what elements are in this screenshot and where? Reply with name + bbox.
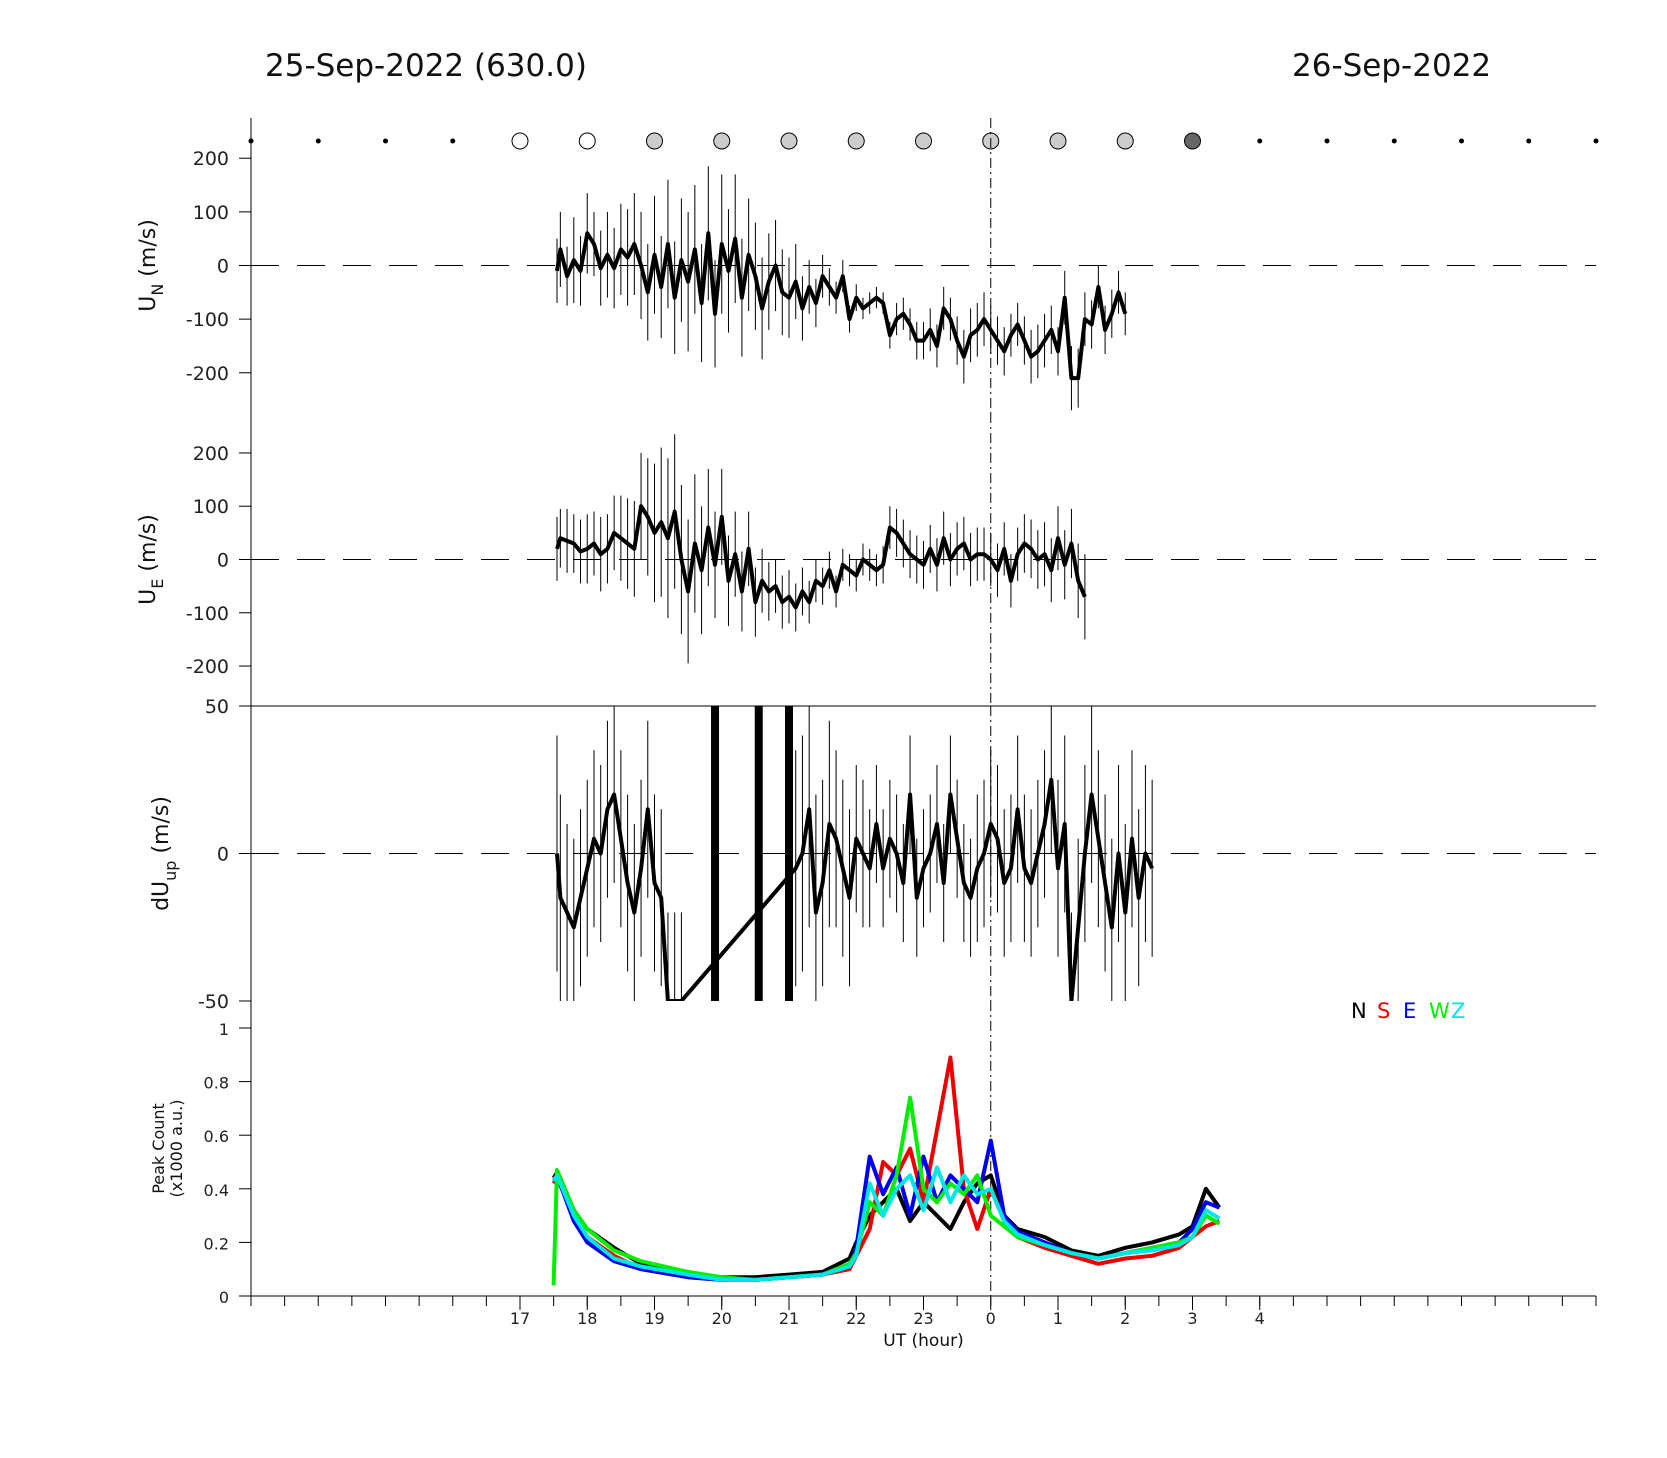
panel-pc: 1 0.8 0.6 0.4 0.2 0 Peak Count(x1000 a.u.) N S E W… [149,999,1596,1307]
legend-entry-S: S [1377,999,1390,1023]
sky-marker-circle [511,132,529,150]
x-tick-label: 4 [1255,1309,1265,1328]
sky-marker-dot [1526,138,1532,144]
sky-marker-circle [847,132,865,150]
y-axis-label: Peak Count(x1000 a.u.) [149,1100,186,1198]
x-tick-label: 2 [1120,1309,1130,1328]
y-tick-label: 0.2 [204,1234,229,1253]
data-gap-bar [711,706,720,1001]
series-line-dU_up [555,777,1154,1001]
y-tick-label: 0 [217,550,229,572]
panel-data [555,166,1128,411]
sky-marker-circle [1116,132,1134,150]
sky-marker-circle [578,132,596,150]
y-tick-label: 200 [193,148,229,170]
header-right-date: 26-Sep-2022 [1292,48,1491,84]
x-tick-label: 1 [1053,1309,1063,1328]
legend-entry-E: E [1403,999,1416,1023]
y-tick-label: 200 [193,443,229,465]
header-left-date: 25-Sep-2022 (630.0) [265,48,587,84]
y-tick-label: -200 [186,656,229,678]
series-line-Z [551,1165,1221,1282]
y-tick-label: -100 [186,603,229,625]
y-tick-label: 0.8 [204,1074,229,1093]
y-axis-label: UN (m/s) [136,219,167,312]
y-tick-label: 0 [217,844,229,866]
y-axis-label: dUup (m/s) [149,796,180,911]
y-tick-label: -50 [198,991,229,1013]
x-axis: 17 18 19 20 21 22 23 0 1 2 3 4UT (hour) [250,1295,1597,1351]
sky-marker-circle [1049,132,1067,150]
panel-data [551,1055,1222,1286]
sky-marker-dot [315,138,321,144]
sky-marker-circle [646,132,663,150]
sky-marker-dot [1391,138,1397,144]
sky-marker-dot [450,138,456,144]
x-tick-label: 22 [846,1309,866,1328]
panel-data [555,706,1154,1001]
y-tick-label: 0.4 [204,1181,229,1200]
legend-entry-Z: Z [1451,999,1465,1023]
x-tick-label: 20 [712,1309,732,1328]
y-tick-label: 0 [217,256,229,278]
panel-un: 200 100 0 -100 -200 UN (m/s) [136,118,1596,413]
y-tick-label: 100 [193,496,229,518]
y-tick-label: 0 [219,1288,229,1307]
data-gap-bar [785,706,793,1001]
x-tick-label: 17 [510,1309,530,1328]
panel-ue: 200 100 0 -100 -200 UE (m/s) [136,413,1596,706]
x-tick-label: 0 [986,1309,996,1328]
y-tick-label: 50 [205,696,229,718]
x-tick-label: 19 [644,1309,664,1328]
x-tick-label: 18 [577,1309,597,1328]
sky-marker-circle [915,132,932,150]
y-tick-label: -100 [186,309,229,331]
panel-du: 50 0 -50 dUup (m/s) [149,696,1596,1013]
x-tick-label: 23 [913,1309,933,1328]
y-tick-label: -200 [186,363,229,385]
sky-marker-dot [1324,138,1330,144]
sky-condition-markers [248,132,1599,150]
series-line-U_N [555,231,1128,381]
y-tick-label: 100 [193,202,229,224]
series-line-U_E [555,504,1087,610]
sky-marker-dot [383,138,388,144]
series-line-S [551,1055,1221,1282]
legend-entry-W: W [1429,999,1450,1023]
y-tick-label: 0.6 [204,1127,229,1146]
y-tick-label: 1 [219,1020,229,1039]
sky-marker-circle [780,132,798,150]
x-tick-label: 21 [779,1309,799,1328]
sky-marker-dot [1593,138,1599,144]
y-axis-label: UE (m/s) [136,514,167,605]
legend-entry-N: N [1351,999,1367,1023]
sky-marker-dot [1257,138,1263,144]
x-axis-label: UT (hour) [883,1331,963,1351]
sky-marker-dot [1459,138,1464,144]
x-tick-label: 3 [1187,1309,1197,1328]
panel-data [555,434,1087,664]
data-gap-bar [754,706,763,1001]
sky-marker-circle [713,132,731,150]
sky-marker-circle [1184,132,1201,150]
